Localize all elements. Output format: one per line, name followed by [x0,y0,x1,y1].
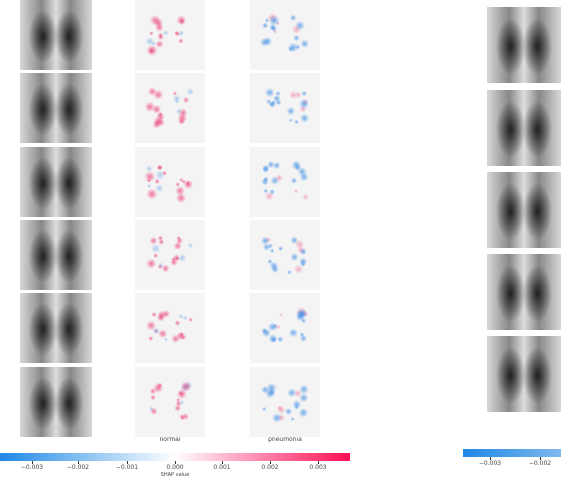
tick-label: −0.002 [66,464,90,471]
tick-label: 0.001 [213,464,231,471]
shap-map [135,73,205,143]
x-ray-image [20,367,92,437]
x-ray-image [20,73,92,143]
x-ray-image [487,336,561,412]
shap-map [250,367,320,437]
tick [78,461,79,464]
shap-map [135,293,205,363]
column-label: pneumonia [268,436,302,443]
tick [490,457,491,460]
shap-map [135,147,205,217]
shap-map [250,0,320,70]
x-ray-image [20,220,92,290]
x-ray-image [487,7,561,83]
tick [222,461,223,464]
column-label: normal [159,436,181,443]
shap-map [250,73,320,143]
tick [540,457,541,460]
tick-label: 0.002 [261,464,279,471]
colorbar [463,449,561,457]
shap-map [135,367,205,437]
tick-label: −0.002 [528,460,552,467]
tick-label: −0.003 [478,460,502,467]
shap-map [135,0,205,70]
tick-label: 0.000 [166,464,184,471]
shap-map [250,220,320,290]
shap-map [250,147,320,217]
tick [127,461,128,464]
x-ray-image [487,90,561,166]
tick-label: −0.003 [20,464,44,471]
x-ray-image [20,147,92,217]
tick [32,461,33,464]
tick [318,461,319,464]
x-ray-image [20,293,92,363]
tick [270,461,271,464]
x-ray-image [20,0,92,70]
tick-label: −0.001 [115,464,139,471]
shap-map [250,293,320,363]
colorbar [0,453,350,461]
x-ray-image [487,254,561,330]
shap-map [135,220,205,290]
x-ray-image [487,172,561,248]
tick-label: 0.003 [309,464,327,471]
tick [175,461,176,464]
colorbar-label: SHAP value [160,472,190,478]
